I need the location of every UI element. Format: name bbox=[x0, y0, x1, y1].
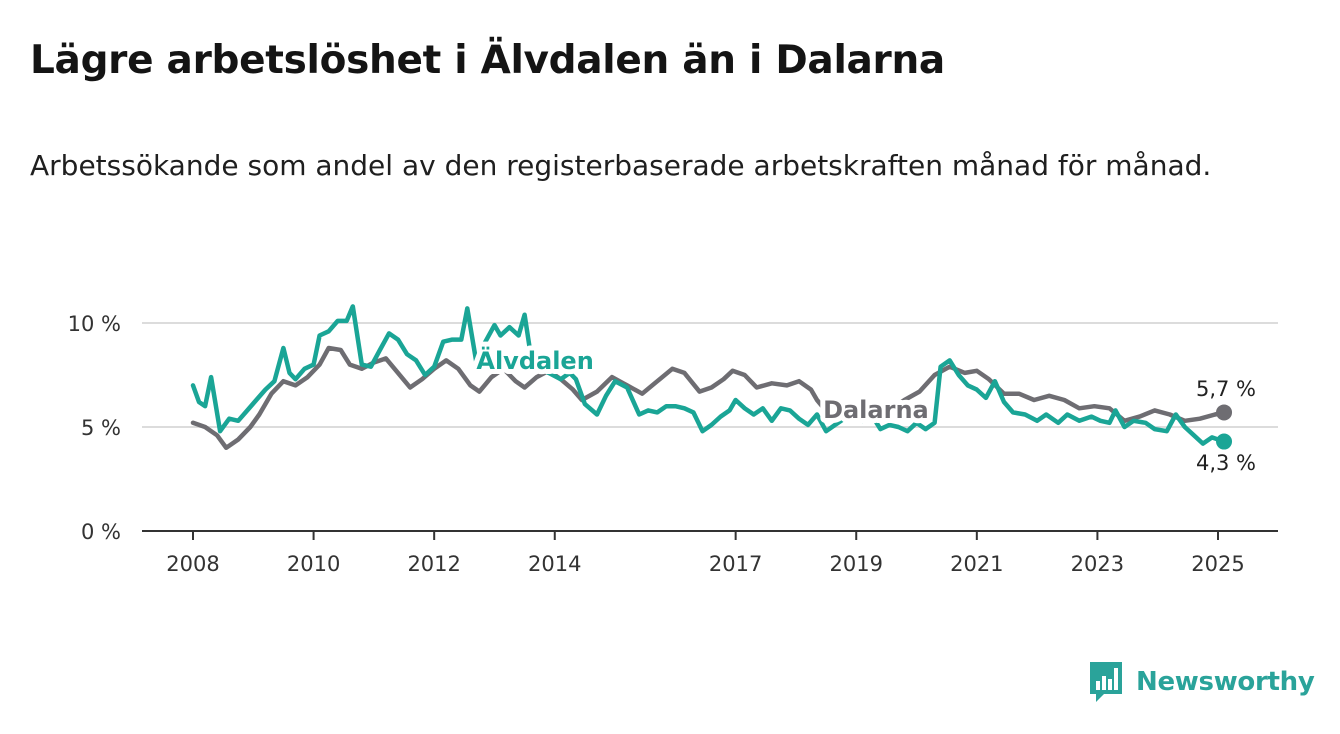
end-dot-dalarna bbox=[1216, 404, 1233, 421]
series-label-alvdalen: Älvdalen bbox=[476, 346, 593, 375]
end-value-alvdalen-halo: 4,3 % bbox=[1196, 451, 1256, 475]
x-tick-label: 2012 bbox=[407, 552, 460, 576]
end-value-alvdalen: 4,3 % bbox=[1196, 451, 1256, 475]
x-tick-label: 2023 bbox=[1071, 552, 1124, 576]
series-label-dalarna-halo: Dalarna bbox=[823, 396, 929, 424]
end-value-dalarna-halo: 5,7 % bbox=[1196, 377, 1256, 401]
chart-title: Lägre arbetslöshet i Älvdalen än i Dalar… bbox=[30, 38, 945, 83]
y-tick-label: 10 % bbox=[68, 312, 121, 336]
series-lines bbox=[190, 304, 1233, 451]
y-tick-label: 5 % bbox=[81, 416, 121, 440]
newsworthy-logo-icon bbox=[1090, 662, 1122, 702]
x-tick-label: 2014 bbox=[528, 552, 581, 576]
brand-name: Newsworthy bbox=[1136, 667, 1315, 697]
y-tick-label: 0 % bbox=[81, 520, 121, 544]
series-label-alvdalen-halo: Älvdalen bbox=[476, 346, 593, 375]
end-dot-alvdalen bbox=[1216, 433, 1233, 450]
x-tick-label: 2019 bbox=[830, 552, 883, 576]
x-tick-label: 2021 bbox=[950, 552, 1003, 576]
end-value-dalarna: 5,7 % bbox=[1196, 377, 1256, 401]
x-tick-label: 2010 bbox=[287, 552, 340, 576]
axes: 0 % 5 % 10 % 2008 2010 2012 2014 2017 2019 2021 20… bbox=[68, 312, 1278, 576]
x-tick-label: 2008 bbox=[166, 552, 219, 576]
x-tick-label: 2025 bbox=[1191, 552, 1244, 576]
newsworthy-brand[interactable]: Newsworthy bbox=[1088, 660, 1315, 704]
series-label-dalarna: Dalarna bbox=[823, 396, 929, 424]
series-line-alvdalen bbox=[190, 304, 1227, 446]
x-tick-label: 2017 bbox=[709, 552, 762, 576]
series-line-dalarna bbox=[190, 345, 1227, 451]
chart-subtitle: Arbetssökande som andel av den registerb… bbox=[30, 149, 1212, 182]
